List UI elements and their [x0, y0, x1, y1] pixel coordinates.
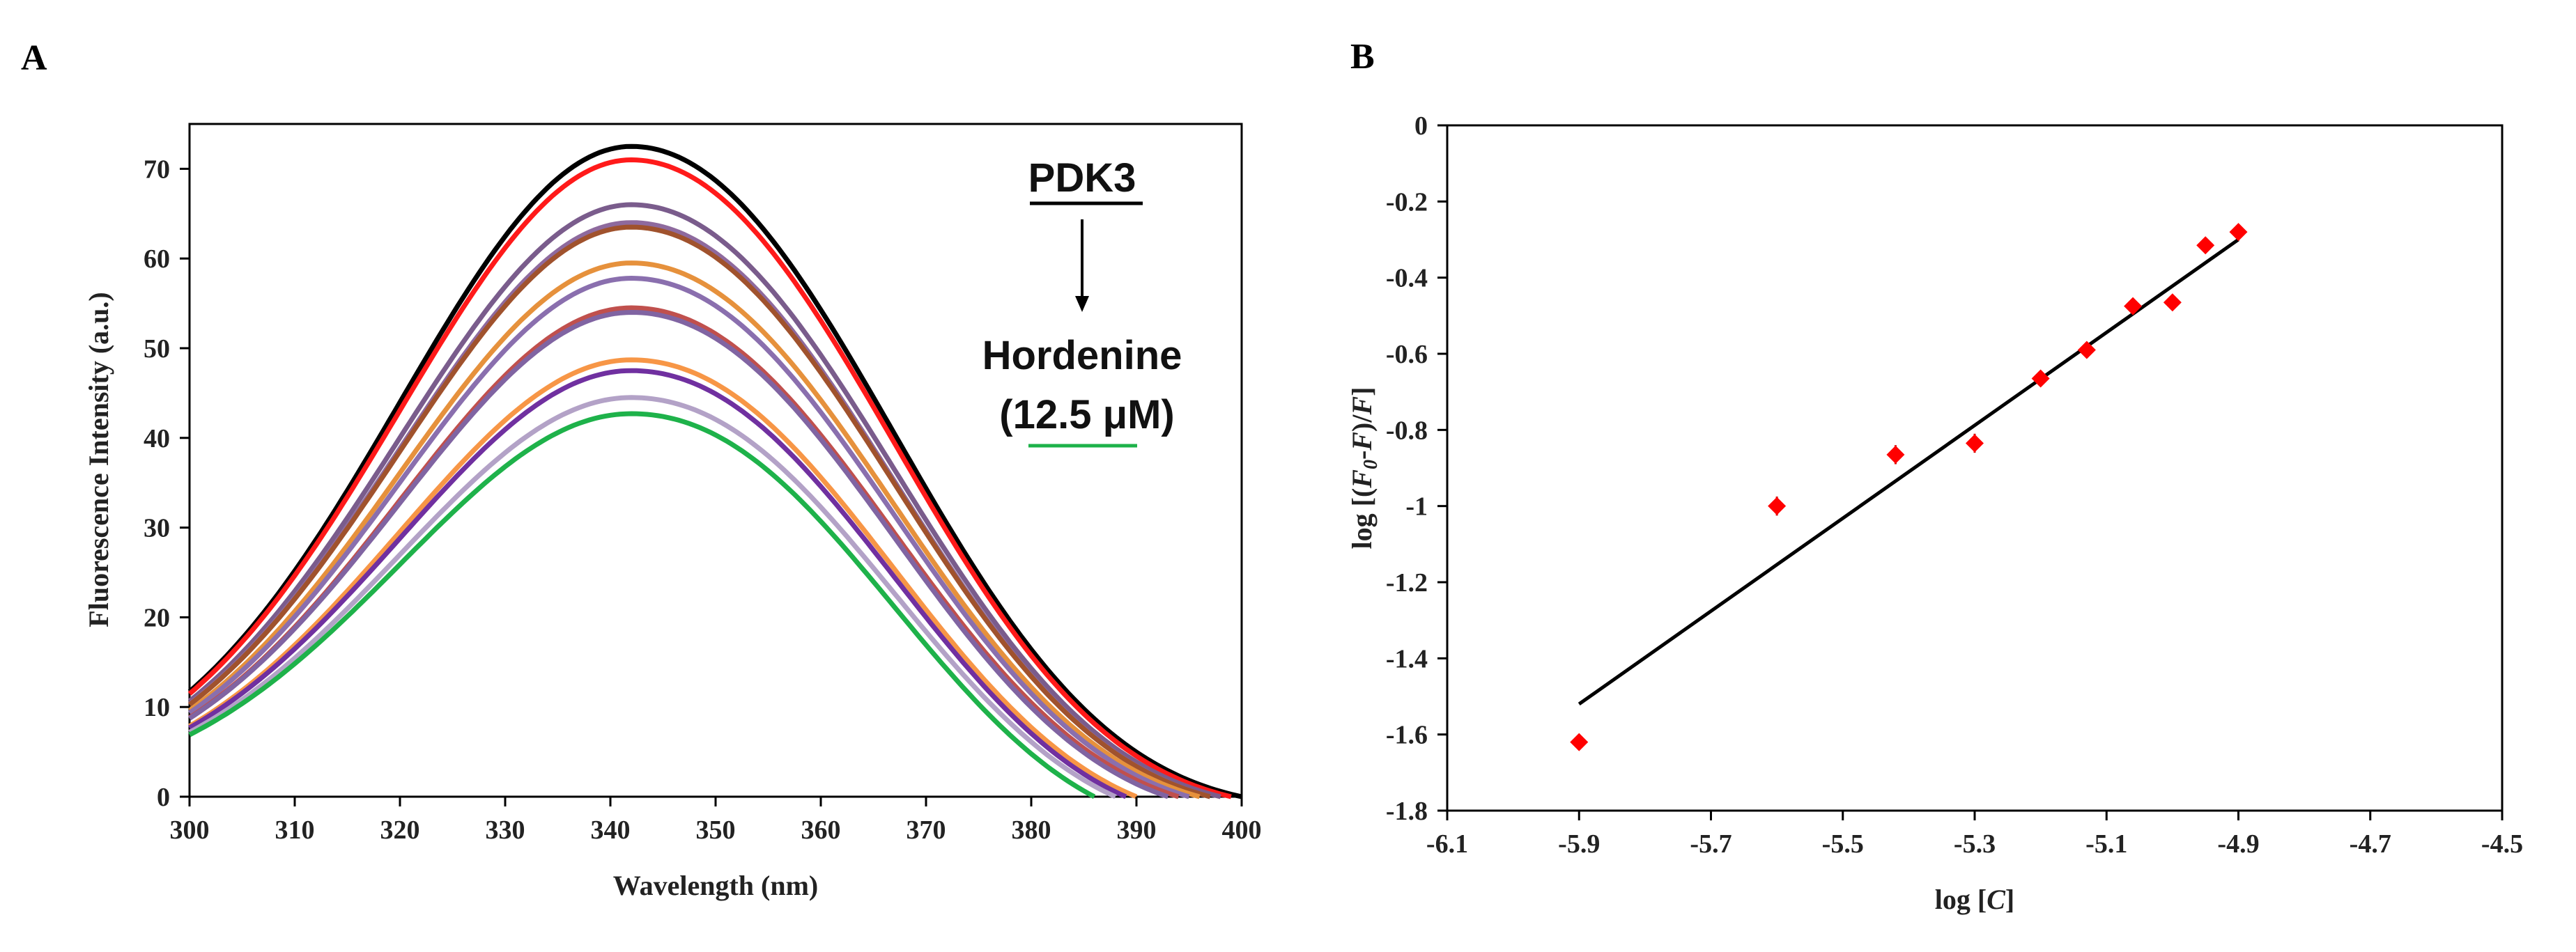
- y-tick-label: -0.4: [1386, 264, 1428, 293]
- chart-a-spectra: 300 310 320 330 340 350 360 370 380 390 400 0 10 20 3…: [83, 123, 1262, 901]
- x-tick-label: 310: [275, 816, 315, 845]
- y-axis-title-a: Fluorescence Intensity (a.u.): [83, 292, 114, 627]
- spectrum-line: [187, 260, 1201, 799]
- spectrum-line: [188, 357, 1138, 799]
- spectrum-line: [187, 224, 1211, 799]
- data-point: [2124, 297, 2143, 315]
- chart-b-stern-volmer: -6.1 -5.9 -5.7 -5.5 -5.3 -5.1 -4.9 -4.7 -4.5 0 -0…: [1346, 111, 2523, 915]
- y-tick-label: -0.6: [1386, 340, 1428, 369]
- spectrum-line: [188, 395, 1117, 799]
- spectra-curves: [187, 143, 1242, 799]
- data-point: [2077, 341, 2096, 359]
- x-tick-label: 320: [380, 816, 420, 845]
- y-tick-label: 70: [144, 155, 170, 184]
- y-tick-label: 50: [144, 334, 170, 364]
- data-points: [1570, 223, 2248, 751]
- spectrum-line: [187, 143, 1242, 799]
- x-tick-label: -4.9: [2217, 829, 2259, 859]
- x-tick-label: 330: [486, 816, 525, 845]
- annotation-ligand-concentration: (12.5 μM): [999, 392, 1174, 437]
- x-tick-label: 400: [1222, 816, 1262, 845]
- panel-a-label: A: [21, 38, 47, 78]
- spectrum-line: [188, 368, 1127, 799]
- y-tick-label: -0.2: [1386, 187, 1428, 217]
- x-tick-label: -5.3: [1954, 829, 1996, 859]
- plot-a-frame: [188, 123, 1243, 798]
- annotation-protein: PDK3: [1028, 155, 1136, 201]
- y-tick-label: 60: [144, 244, 170, 274]
- panel-b-label: B: [1350, 37, 1375, 77]
- x-tick-label: 380: [1012, 816, 1051, 845]
- data-point: [2196, 236, 2215, 255]
- y-tick-label: -0.8: [1386, 416, 1428, 445]
- y-tick-label: -1.6: [1386, 721, 1428, 750]
- y-tick-label: -1.4: [1386, 644, 1428, 673]
- y-tick-label: 10: [144, 693, 170, 722]
- x-tick-label: 300: [170, 816, 210, 845]
- y-tick-label: 40: [144, 424, 170, 453]
- spectrum-line: [187, 202, 1221, 799]
- spectrum-line: [188, 309, 1169, 799]
- y-axis-ticks-a: 0 10 20 30 40 50 60 70: [144, 155, 190, 812]
- x-tick-label: -4.5: [2481, 829, 2523, 859]
- spectrum-line: [187, 275, 1190, 799]
- y-tick-label: 30: [144, 514, 170, 543]
- data-point: [2229, 223, 2248, 242]
- x-tick-label: 340: [591, 816, 631, 845]
- x-axis-title-b: log [C]: [1935, 884, 2014, 915]
- x-tick-label: 360: [801, 816, 841, 845]
- x-axis-ticks-b: -6.1 -5.9 -5.7 -5.5 -5.3 -5.1 -4.9 -4.7 -4.5: [1426, 811, 2523, 859]
- x-axis-title-a: Wavelength (nm): [613, 870, 818, 901]
- x-tick-label: 390: [1117, 816, 1157, 845]
- x-tick-label: -5.5: [1822, 829, 1864, 859]
- x-tick-label: -5.7: [1690, 829, 1732, 859]
- y-tick-label: 20: [144, 603, 170, 632]
- y-tick-label: -1: [1405, 492, 1428, 522]
- plot-b-frame: [1446, 124, 2504, 812]
- x-tick-label: -5.9: [1558, 829, 1600, 859]
- x-tick-label: 370: [907, 816, 946, 845]
- data-point: [1768, 497, 1787, 516]
- x-axis-ticks-a: 300 310 320 330 340 350 360 370 380 390 400: [170, 797, 1262, 845]
- y-axis-title-b: log [(F0-F)/F]: [1346, 387, 1382, 549]
- data-point: [1570, 733, 1589, 751]
- y-axis-ticks-b: 0 -0.2 -0.4 -0.6 -0.8 -1 -1.2 -1.4 -1.6 -1.8: [1386, 111, 1447, 826]
- spectrum-line: [188, 411, 1096, 799]
- data-point: [1886, 445, 1905, 465]
- x-tick-label: -4.7: [2350, 829, 2391, 859]
- x-tick-label: -5.1: [2085, 829, 2127, 859]
- y-tick-label: -1.8: [1386, 797, 1428, 826]
- arrow-head-icon: [1075, 296, 1089, 312]
- y-tick-label: 0: [1414, 111, 1428, 141]
- y-tick-label: 0: [157, 783, 170, 812]
- annotation-ligand: Hordenine: [982, 333, 1182, 378]
- fit-line: [1578, 237, 2239, 705]
- y-tick-label: -1.2: [1386, 568, 1428, 598]
- data-point: [2031, 369, 2050, 388]
- x-tick-label: 350: [696, 816, 736, 845]
- data-point: [1966, 433, 1984, 453]
- data-point: [2163, 293, 2182, 312]
- x-tick-label: -6.1: [1426, 829, 1468, 859]
- fit-line-segment: [1578, 237, 2239, 705]
- spectrum-line: [187, 157, 1232, 799]
